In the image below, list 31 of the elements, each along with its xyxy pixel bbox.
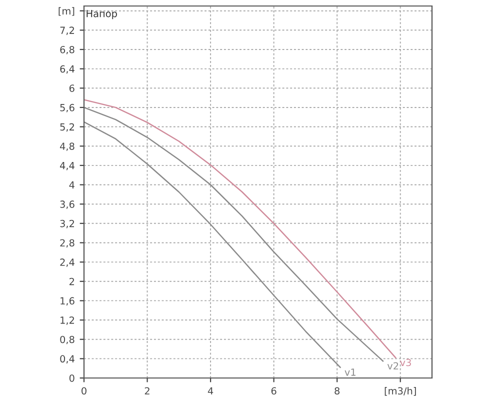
y-tick-label: 1,2 bbox=[60, 316, 74, 325]
y-tick-label: 0 bbox=[69, 374, 74, 382]
y-tick-label: 7,2 bbox=[60, 26, 74, 35]
line-series bbox=[84, 121, 341, 368]
x-tick-label: 2 bbox=[144, 387, 150, 394]
series-label: v1 bbox=[344, 368, 356, 376]
y-tick-label: 2,4 bbox=[60, 258, 74, 267]
y-tick-label: 5,6 bbox=[60, 104, 74, 112]
y-tick-label: 2 bbox=[70, 278, 74, 286]
x-tick-label: 6 bbox=[271, 387, 276, 395]
x-tick-label: 4 bbox=[208, 387, 214, 394]
y-tick-label: 1,6 bbox=[60, 297, 74, 306]
series-label: v2 bbox=[387, 362, 398, 370]
y-tick-label: 4,8 bbox=[60, 142, 74, 151]
y-tick-label: 6,4 bbox=[60, 65, 74, 74]
y-tick-label: 0,4 bbox=[60, 355, 74, 364]
x-tick-label: 8 bbox=[334, 387, 340, 395]
y-tick-label: 3,2 bbox=[60, 220, 74, 228]
y-tick-label: [m] bbox=[58, 7, 74, 16]
y-tick-label: 6,8 bbox=[60, 46, 74, 54]
y-tick-label: 2,8 bbox=[60, 239, 74, 248]
y-tick-label: 3,6 bbox=[60, 200, 74, 209]
y-tick-label: 5,2 bbox=[60, 123, 74, 132]
series-label: v3 bbox=[400, 358, 411, 366]
y-tick-label: 4,4 bbox=[60, 162, 74, 170]
x-tick-label: 0 bbox=[82, 387, 86, 395]
x-tick-label: [m3/h] bbox=[384, 387, 416, 396]
y-tick-label: 4 bbox=[69, 181, 74, 188]
y-tick-label: 0,8 bbox=[60, 336, 74, 344]
chart-title: Напор bbox=[86, 10, 117, 20]
y-tick-label: 6 bbox=[69, 84, 74, 92]
